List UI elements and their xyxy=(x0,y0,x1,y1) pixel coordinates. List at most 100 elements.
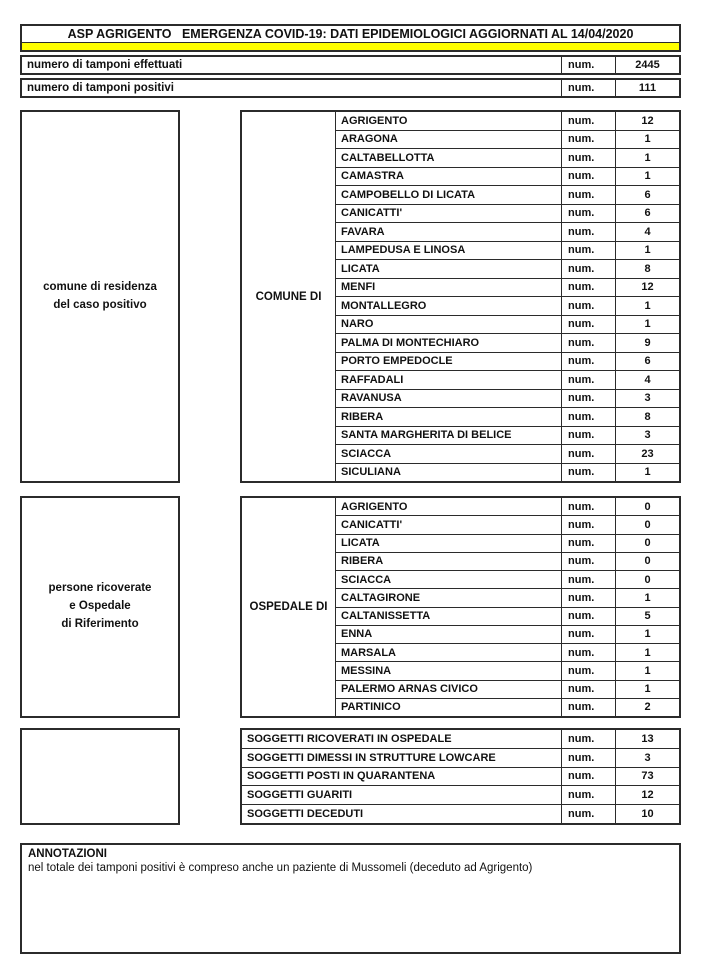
row-label: SCIACCA xyxy=(341,573,392,586)
unit-label: num. xyxy=(561,389,615,407)
row-label: LAMPEDUSA E LINOSA xyxy=(341,244,466,257)
ospedale-table: OSPEDALE DI AGRIGENTO num. 0 CANICATTI' … xyxy=(240,496,681,718)
row-label: SOGGETTI POSTI IN QUARANTENA xyxy=(247,770,436,783)
row-value: 8 xyxy=(615,408,679,426)
unit-label: num. xyxy=(561,607,615,625)
row-value: 0 xyxy=(615,552,679,570)
row-label: SOGGETTI RICOVERATI IN OSPEDALE xyxy=(247,732,452,745)
table-row: MENFI num. 12 xyxy=(336,277,679,296)
unit-label: num. xyxy=(561,204,615,222)
table-row: CALTAGIRONE num. 1 xyxy=(336,588,679,607)
row-label: FAVARA xyxy=(341,225,385,238)
table-row: ARAGONA num. 1 xyxy=(336,129,679,148)
row-label: LICATA xyxy=(341,262,380,275)
row-label: SOGGETTI GUARITI xyxy=(247,789,353,802)
row-label: CANICATTI' xyxy=(341,207,403,220)
table-row: PARTINICO num. 2 xyxy=(336,697,679,716)
unit-label: num. xyxy=(561,805,615,823)
unit-label: num. xyxy=(561,498,615,516)
row-value: 73 xyxy=(615,767,679,786)
unit-label: num. xyxy=(561,278,615,296)
summary-rows: numero di tamponi effettuati num. 2445 n… xyxy=(20,55,681,101)
table-row: SCIACCA num. 23 xyxy=(336,444,679,463)
unit-label: num. xyxy=(561,260,615,278)
annotation-text: nel totale dei tamponi positivi è compre… xyxy=(28,862,533,874)
row-label: ENNA xyxy=(341,628,373,641)
table-row: LICATA num. 8 xyxy=(336,259,679,278)
table-row: NARO num. 1 xyxy=(336,314,679,333)
unit-label: num. xyxy=(561,680,615,698)
row-label: NARO xyxy=(341,318,374,331)
row-value: 12 xyxy=(615,786,679,805)
row-label: PARTINICO xyxy=(341,701,401,714)
table-row: CALTANISSETTA num. 5 xyxy=(336,606,679,625)
table-row: ENNA num. 1 xyxy=(336,624,679,643)
document-title: ASP AGRIGENTO EMERGENZA COVID-19: DATI E… xyxy=(67,27,634,41)
row-value: 1 xyxy=(615,297,679,315)
row-value: 1 xyxy=(615,315,679,333)
row-label: CALTANISSETTA xyxy=(341,610,431,623)
unit-label: num. xyxy=(561,534,615,552)
unit-label: num. xyxy=(561,748,615,767)
row-value: 0 xyxy=(615,571,679,589)
unit-label: num. xyxy=(561,589,615,607)
table-row: MARSALA num. 1 xyxy=(336,643,679,662)
row-label: RIBERA xyxy=(341,410,384,423)
unit-label: num. xyxy=(561,698,615,716)
table-row: AGRIGENTO num. 12 xyxy=(336,112,679,130)
annotation-box: ANNOTAZIONI nel totale dei tamponi posit… xyxy=(20,843,681,954)
row-label: CALTAGIRONE xyxy=(341,591,421,604)
row-value: 0 xyxy=(615,498,679,516)
table-row: SOGGETTI RICOVERATI IN OSPEDALE num. 13 xyxy=(242,730,679,748)
table-row: RAVANUSA num. 3 xyxy=(336,388,679,407)
row-value: 10 xyxy=(615,805,679,823)
table-row: AGRIGENTO num. 0 xyxy=(336,498,679,516)
unit-label: num. xyxy=(561,297,615,315)
table-row: RIBERA num. 0 xyxy=(336,551,679,570)
row-value: 23 xyxy=(615,445,679,463)
table-row: CANICATTI' num. 6 xyxy=(336,203,679,222)
unit-label: num. xyxy=(561,625,615,643)
row-label: SOGGETTI DIMESSI IN STRUTTURE LOWCARE xyxy=(247,751,496,764)
unit-label: num. xyxy=(561,463,615,481)
row-label: SICULIANA xyxy=(341,466,401,479)
group-label-comune: COMUNE DI xyxy=(255,290,322,303)
unit-label: num. xyxy=(561,130,615,148)
unit-label: num. xyxy=(561,241,615,259)
comune-table: COMUNE DI AGRIGENTO num. 12 ARAGONA num.… xyxy=(240,110,681,483)
unit-label: num. xyxy=(561,445,615,463)
row-value: 2445 xyxy=(615,57,679,73)
unit-label: num. xyxy=(561,571,615,589)
group-label-ospedale: OSPEDALE DI xyxy=(249,601,328,613)
row-value: 1 xyxy=(615,589,679,607)
table-row: CAMPOBELLO DI LICATA num. 6 xyxy=(336,185,679,204)
row-label: AGRIGENTO xyxy=(341,114,408,127)
row-label: PALERMO ARNAS CIVICO xyxy=(341,683,478,696)
table-row: SOGGETTI DECEDUTI num. 10 xyxy=(242,804,679,823)
unit-label: num. xyxy=(561,57,615,73)
unit-label: num. xyxy=(561,371,615,389)
row-value: 8 xyxy=(615,260,679,278)
row-value: 1 xyxy=(615,662,679,680)
row-label: MONTALLEGRO xyxy=(341,299,427,312)
unit-label: num. xyxy=(561,334,615,352)
row-value: 4 xyxy=(615,371,679,389)
row-label: SCIACCA xyxy=(341,447,392,460)
table-row: CANICATTI' num. 0 xyxy=(336,515,679,534)
row-value: 6 xyxy=(615,204,679,222)
row-value: 1 xyxy=(615,644,679,662)
unit-label: num. xyxy=(561,223,615,241)
row-value: 13 xyxy=(615,730,679,748)
row-value: 3 xyxy=(615,426,679,444)
table-row: numero di tamponi positivi num. 111 xyxy=(20,78,681,98)
unit-label: num. xyxy=(561,644,615,662)
row-value: 12 xyxy=(615,112,679,130)
table-row: SICULIANA num. 1 xyxy=(336,462,679,481)
side-box-empty xyxy=(20,728,180,825)
row-value: 111 xyxy=(615,80,679,96)
row-label: ARAGONA xyxy=(341,133,398,146)
unit-label: num. xyxy=(561,186,615,204)
unit-label: num. xyxy=(561,80,615,96)
table-row: CAMASTRA num. 1 xyxy=(336,166,679,185)
unit-label: num. xyxy=(561,662,615,680)
